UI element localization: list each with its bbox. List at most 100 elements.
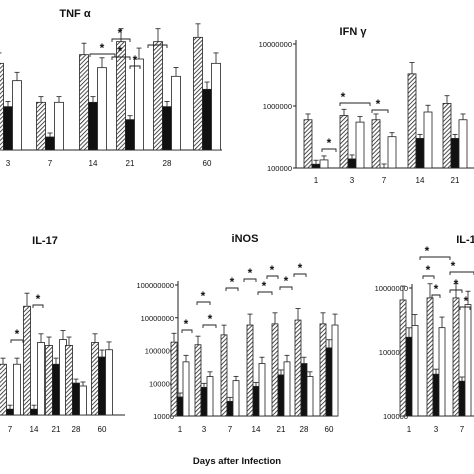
x-tick-label: 28 xyxy=(72,425,81,434)
panel-3: iNOS 10000 100000 1000000 10000000 100000000 1… xyxy=(136,233,339,434)
x-tick-label: 1 xyxy=(407,425,412,434)
bar-s1 xyxy=(432,373,440,417)
significance-bracket xyxy=(419,256,451,260)
significance-bracket xyxy=(449,289,463,293)
x-tick-label: 3 xyxy=(350,176,355,185)
bar-s2 xyxy=(458,119,468,169)
bar-s0 xyxy=(193,36,203,151)
bar-s2 xyxy=(258,363,266,417)
significance-star: * xyxy=(341,90,346,104)
bar-s0 xyxy=(153,41,163,151)
bar-s0 xyxy=(79,54,89,151)
x-tick-label: 28 xyxy=(163,159,172,168)
bar-s0 xyxy=(170,341,178,417)
bar-s2 xyxy=(105,349,113,416)
significance-bracket xyxy=(422,275,435,279)
significance-bracket xyxy=(243,278,257,282)
bar-s2 xyxy=(306,376,314,417)
significance-star: * xyxy=(36,292,41,306)
significance-bracket xyxy=(32,304,44,308)
y-tick-label: 10000000 xyxy=(259,40,292,49)
y-tick-label: 1000000 xyxy=(145,347,174,356)
x-tick-label: 21 xyxy=(126,159,135,168)
significance-bracket xyxy=(196,301,211,305)
significance-bracket xyxy=(10,339,24,343)
bar-s0 xyxy=(371,119,381,169)
x-tick-label: 60 xyxy=(203,159,212,168)
significance-bracket xyxy=(129,65,141,69)
significance-bracket xyxy=(111,56,131,60)
bar-s1 xyxy=(347,158,357,169)
panel-title: IFN γ xyxy=(340,26,368,38)
bar-s1 xyxy=(176,396,184,417)
significance-star: * xyxy=(118,44,123,58)
bar-s2 xyxy=(387,136,397,169)
panel-title: IL-1 xyxy=(456,234,474,246)
x-tick-label: 1 xyxy=(178,425,183,434)
significance-bracket xyxy=(202,324,217,328)
bar-s2 xyxy=(211,62,221,151)
bar-s0 xyxy=(399,299,407,417)
significance-star: * xyxy=(15,327,20,341)
bar-s1 xyxy=(72,382,80,416)
panel-2: IL-17 7 14 21 28 60 * * xyxy=(0,235,125,434)
bar-s2 xyxy=(206,376,214,417)
x-tick-label: 21 xyxy=(52,425,61,434)
x-tick-label: 3 xyxy=(434,425,439,434)
bar-s2 xyxy=(12,80,22,151)
significance-star: * xyxy=(208,312,213,326)
bar-s0 xyxy=(407,73,417,169)
bar-s0 xyxy=(246,324,254,417)
bar-s1 xyxy=(3,106,13,151)
x-tick-label: 7 xyxy=(8,425,13,434)
bar-s0 xyxy=(0,62,4,151)
panel-title: iNOS xyxy=(232,233,259,245)
bar-s0 xyxy=(442,103,452,169)
significance-star: * xyxy=(262,279,267,293)
significance-star: * xyxy=(298,261,303,275)
bar-s1 xyxy=(277,374,285,417)
bar-s2 xyxy=(13,363,21,416)
bar-s0 xyxy=(220,334,228,417)
bar-s2 xyxy=(464,304,472,417)
significance-star: * xyxy=(133,53,138,67)
panel-0: TNF α 3 7 14 21 28 60 * * * * xyxy=(0,8,222,168)
x-tick-label: 60 xyxy=(98,425,107,434)
y-tick-label: 100000 xyxy=(267,164,292,173)
x-tick-label: 3 xyxy=(202,425,207,434)
bar-s1 xyxy=(405,336,413,417)
panel-1: IFN γ 100000 1000000 10000000 1 3 7 14 21 * * * xyxy=(259,26,474,185)
bar-s1 xyxy=(226,400,234,417)
significance-star: * xyxy=(454,277,459,291)
bar-s1 xyxy=(415,138,425,169)
x-tick-label: 14 xyxy=(252,425,261,434)
x-tick-label: 60 xyxy=(325,425,334,434)
significance-star: * xyxy=(425,244,430,258)
x-tick-label: 7 xyxy=(48,159,53,168)
bar-s1 xyxy=(88,101,98,151)
bar-s2 xyxy=(232,380,240,417)
x-tick-label: 1 xyxy=(314,176,319,185)
bar-s0 xyxy=(0,363,7,416)
significance-bracket xyxy=(449,271,474,275)
bar-s1 xyxy=(200,386,208,417)
significance-star: * xyxy=(100,41,105,55)
bar-s0 xyxy=(319,323,327,417)
bar-s2 xyxy=(79,385,87,416)
significance-star: * xyxy=(426,263,431,277)
bar-s2 xyxy=(355,121,365,169)
significance-bracket xyxy=(459,306,471,310)
bar-s1 xyxy=(252,386,260,417)
bar-s1 xyxy=(52,363,60,416)
bar-s2 xyxy=(331,324,339,417)
significance-bracket xyxy=(111,38,131,42)
bar-s1 xyxy=(325,347,333,417)
significance-bracket xyxy=(279,286,293,290)
x-tick-label: 3 xyxy=(6,159,11,168)
bar-s1 xyxy=(311,163,321,169)
bar-s2 xyxy=(411,325,419,417)
bar-s0 xyxy=(426,297,434,417)
x-tick-label: 7 xyxy=(460,425,465,434)
bar-s1 xyxy=(458,380,466,417)
